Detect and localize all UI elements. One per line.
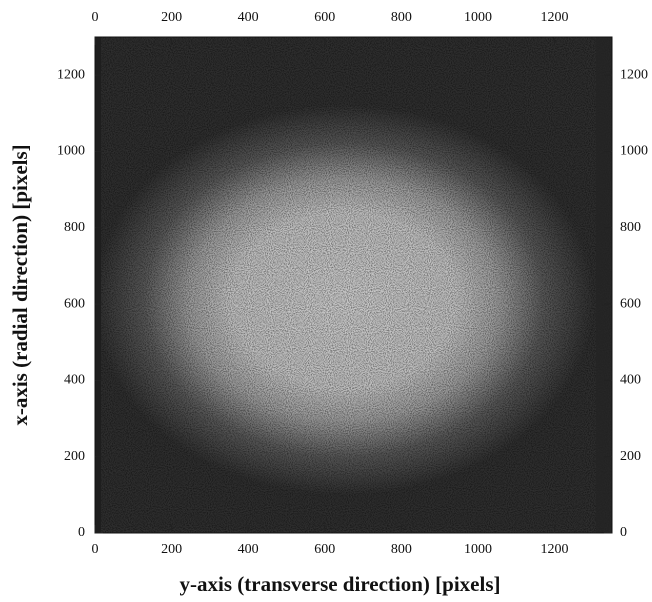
y-tick-label-right: 200 <box>620 449 641 464</box>
x-tick-label-top: 1200 <box>541 10 569 25</box>
y-tick-label-right: 1000 <box>620 144 648 159</box>
x-tick-label: 1000 <box>464 542 492 557</box>
x-tick-label-top: 400 <box>238 10 259 25</box>
x-tick-label: 0 <box>92 542 99 557</box>
x-axis-title: y-axis (transverse direction) [pixels] <box>180 572 501 596</box>
x-tick-label: 1200 <box>541 542 569 557</box>
detector-image <box>95 37 612 533</box>
plot-frame <box>94 36 613 534</box>
y-tick-label: 200 <box>64 449 85 464</box>
y-tick-label: 1000 <box>57 144 85 159</box>
y-tick-label-right: 800 <box>620 220 641 235</box>
y-tick-label-right: 1200 <box>620 67 648 82</box>
x-tick-label: 600 <box>314 542 335 557</box>
x-tick-label: 800 <box>391 542 412 557</box>
y-tick-label: 600 <box>64 296 85 311</box>
x-tick-label: 400 <box>238 542 259 557</box>
y-axis-title: x-axis (radial direction) [pixels] <box>8 144 32 425</box>
x-tick-label-top: 200 <box>161 10 182 25</box>
x-tick-label-top: 800 <box>391 10 412 25</box>
y-tick-label: 400 <box>64 373 85 388</box>
x-tick-label: 200 <box>161 542 182 557</box>
x-tick-label-top: 600 <box>314 10 335 25</box>
y-tick-label-right: 600 <box>620 296 641 311</box>
x-tick-label-top: 1000 <box>464 10 492 25</box>
y-tick-label: 0 <box>78 525 85 540</box>
x-tick-label-top: 0 <box>92 10 99 25</box>
y-tick-label-right: 400 <box>620 373 641 388</box>
y-tick-label-right: 0 <box>620 525 627 540</box>
y-tick-label: 800 <box>64 220 85 235</box>
y-tick-label: 1200 <box>57 67 85 82</box>
